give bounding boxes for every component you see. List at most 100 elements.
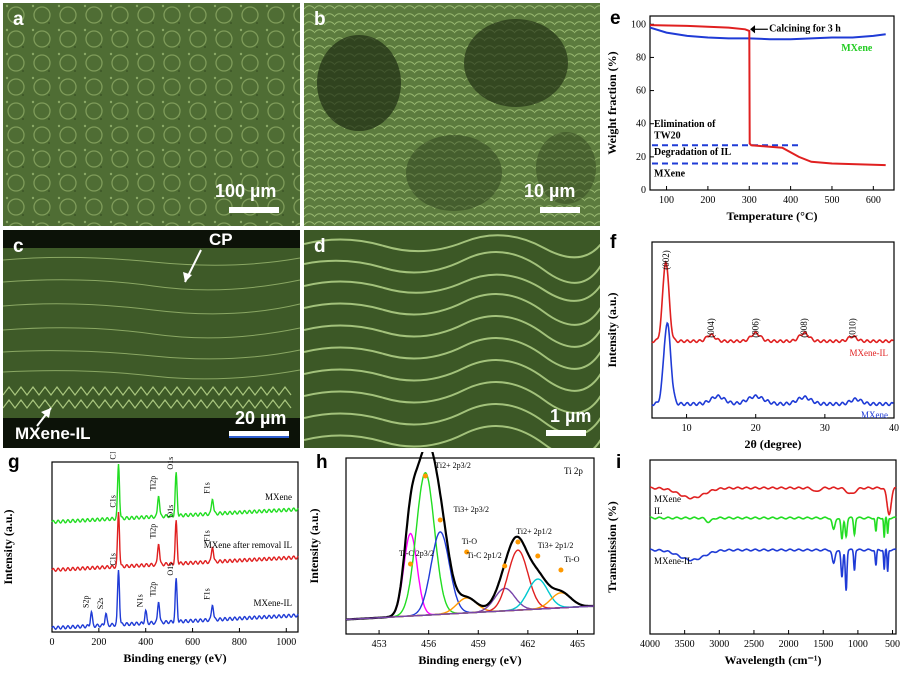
fit-component: [346, 549, 594, 621]
x-tick-label: 3500: [675, 639, 695, 650]
x-tick-label: 400: [783, 195, 798, 206]
chart-f: 10 20 30 40 2θ (degree) Intensity (a.u.) MXene…: [605, 241, 899, 451]
y-tick-label: 20: [636, 152, 646, 163]
plot-frame: [651, 241, 895, 419]
peak-label: O1s: [166, 563, 175, 576]
scale-bar-a: [229, 207, 279, 213]
series-line: [51, 464, 299, 525]
x-tick-label: 800: [232, 637, 247, 648]
x-axis-label: Wavelength (cm⁻¹): [725, 653, 822, 667]
series-line: [51, 512, 299, 573]
panel-letter-d: d: [314, 236, 326, 257]
plot-frame: [649, 459, 897, 635]
y-axis-label: Intensity (a.u.): [307, 508, 321, 583]
annotation-elimination-2: TW20: [654, 131, 681, 142]
y-axis-label: Intensity (a.u.): [1, 509, 15, 584]
x-tick-label: 1000: [276, 637, 296, 648]
y-tick-label: 40: [636, 119, 646, 130]
chart-i: 4000 3500 3000 2500 2000 1500 1000 500 Wavelengt…: [605, 459, 900, 667]
component-label: Ti-O: [462, 537, 477, 546]
peak-label: (002): [661, 250, 671, 270]
x-axis-label: Temperature (°C): [726, 209, 817, 223]
series-line: [650, 547, 897, 591]
peak-label: C1s: [109, 495, 118, 507]
annotation-arrowhead: [750, 25, 756, 34]
panel-letter-i: i: [616, 452, 622, 473]
x-tick-label: 10: [682, 423, 692, 434]
series-label: MXene after removal IL: [204, 540, 292, 550]
series-label: MXene-IL: [254, 598, 292, 608]
x-tick-label: 200: [700, 195, 715, 206]
scale-label-c: 20 µm: [235, 408, 287, 428]
x-tick-label: 0: [50, 637, 55, 648]
annotation-degradation: Degradation of IL: [654, 147, 732, 158]
scale-bar-d: [546, 430, 586, 436]
peak-label: Ti2p: [149, 582, 158, 597]
component-label: Ti3+ 2p3/2: [453, 505, 489, 514]
sem-panel-a: a 100 µm: [3, 3, 300, 226]
series-line-composite: [649, 24, 886, 167]
component-label: Ti2+ 2p3/2: [435, 461, 471, 470]
component-marker: [558, 567, 564, 573]
component-label: Ti-C 2p3/2: [399, 549, 434, 558]
plot-frame: [345, 457, 595, 635]
peak-label: C1s: [109, 553, 118, 565]
x-tick-label: 456: [421, 639, 436, 650]
series-label: MXene-IL: [850, 348, 888, 358]
x-tick-label: 500: [885, 639, 900, 650]
series-label: MXene-IL: [654, 556, 692, 566]
peak-label: S2p: [81, 596, 90, 608]
scale-bar-c: [229, 431, 289, 438]
scale-label-b: 10 µm: [524, 181, 576, 201]
y-tick-label: 0: [641, 185, 646, 196]
peak-label: (008): [799, 318, 809, 338]
y-tick-label: 100: [631, 19, 646, 30]
region-label: Ti 2p: [564, 466, 583, 476]
component-marker: [407, 561, 413, 567]
peak-label: (004): [706, 318, 716, 338]
component-marker: [437, 517, 443, 523]
x-tick-label: 2000: [779, 639, 799, 650]
component-label: Ti2+ 2p1/2: [516, 527, 552, 536]
x-tick-label: 459: [471, 639, 486, 650]
x-axis-label: 2θ (degree): [744, 437, 801, 451]
y-tick-label: 80: [636, 52, 646, 63]
series-line-mxene: [649, 26, 886, 41]
sem-texture-b: [304, 3, 600, 226]
panel-letter-c: c: [13, 236, 24, 257]
x-axis-label: Binding energy (eV): [418, 653, 521, 667]
peak-label: Ti2p: [149, 476, 158, 491]
x-tick-label: 200: [91, 637, 106, 648]
series-label: MXene: [265, 492, 292, 502]
x-tick-label: 453: [372, 639, 387, 650]
series-line: [650, 486, 897, 516]
x-tick-label: 100: [659, 195, 674, 206]
panel-letter-f: f: [610, 232, 617, 253]
sem-texture-d: [304, 230, 600, 448]
x-tick-label: 500: [824, 195, 839, 206]
series-label: MXene: [861, 410, 888, 420]
x-tick-label: 20: [751, 423, 761, 434]
x-tick-label: 465: [570, 639, 585, 650]
annotation-mxene-level: MXene: [654, 169, 686, 180]
panel-letter-g: g: [8, 452, 20, 473]
chart-g: 0 200 400 600 800 1000 Binding energy (eV) Inte…: [1, 452, 299, 665]
panel-letter-b: b: [314, 9, 326, 30]
annotation-elimination-1: Elimination of: [654, 119, 716, 130]
peak-label: (010): [848, 318, 858, 338]
plot-frame: [51, 461, 299, 633]
scale-label-d: 1 µm: [550, 406, 592, 426]
component-label: Ti3+ 2p1/2: [538, 541, 574, 550]
x-tick-label: 400: [138, 637, 153, 648]
component-marker: [515, 539, 521, 545]
component-marker: [535, 553, 541, 559]
peak-label: F1s: [202, 530, 211, 542]
annotation-calcining: Calcining for 3 h: [769, 24, 841, 35]
scale-bar-b: [540, 207, 580, 213]
x-tick-label: 3000: [709, 639, 729, 650]
peak-label: N1s: [136, 594, 145, 607]
peak-label: F1s: [202, 482, 211, 494]
peak-label: O1s: [166, 457, 175, 470]
sem-texture-a: [3, 3, 300, 226]
sem-panel-b: b 10 µm: [304, 3, 600, 226]
